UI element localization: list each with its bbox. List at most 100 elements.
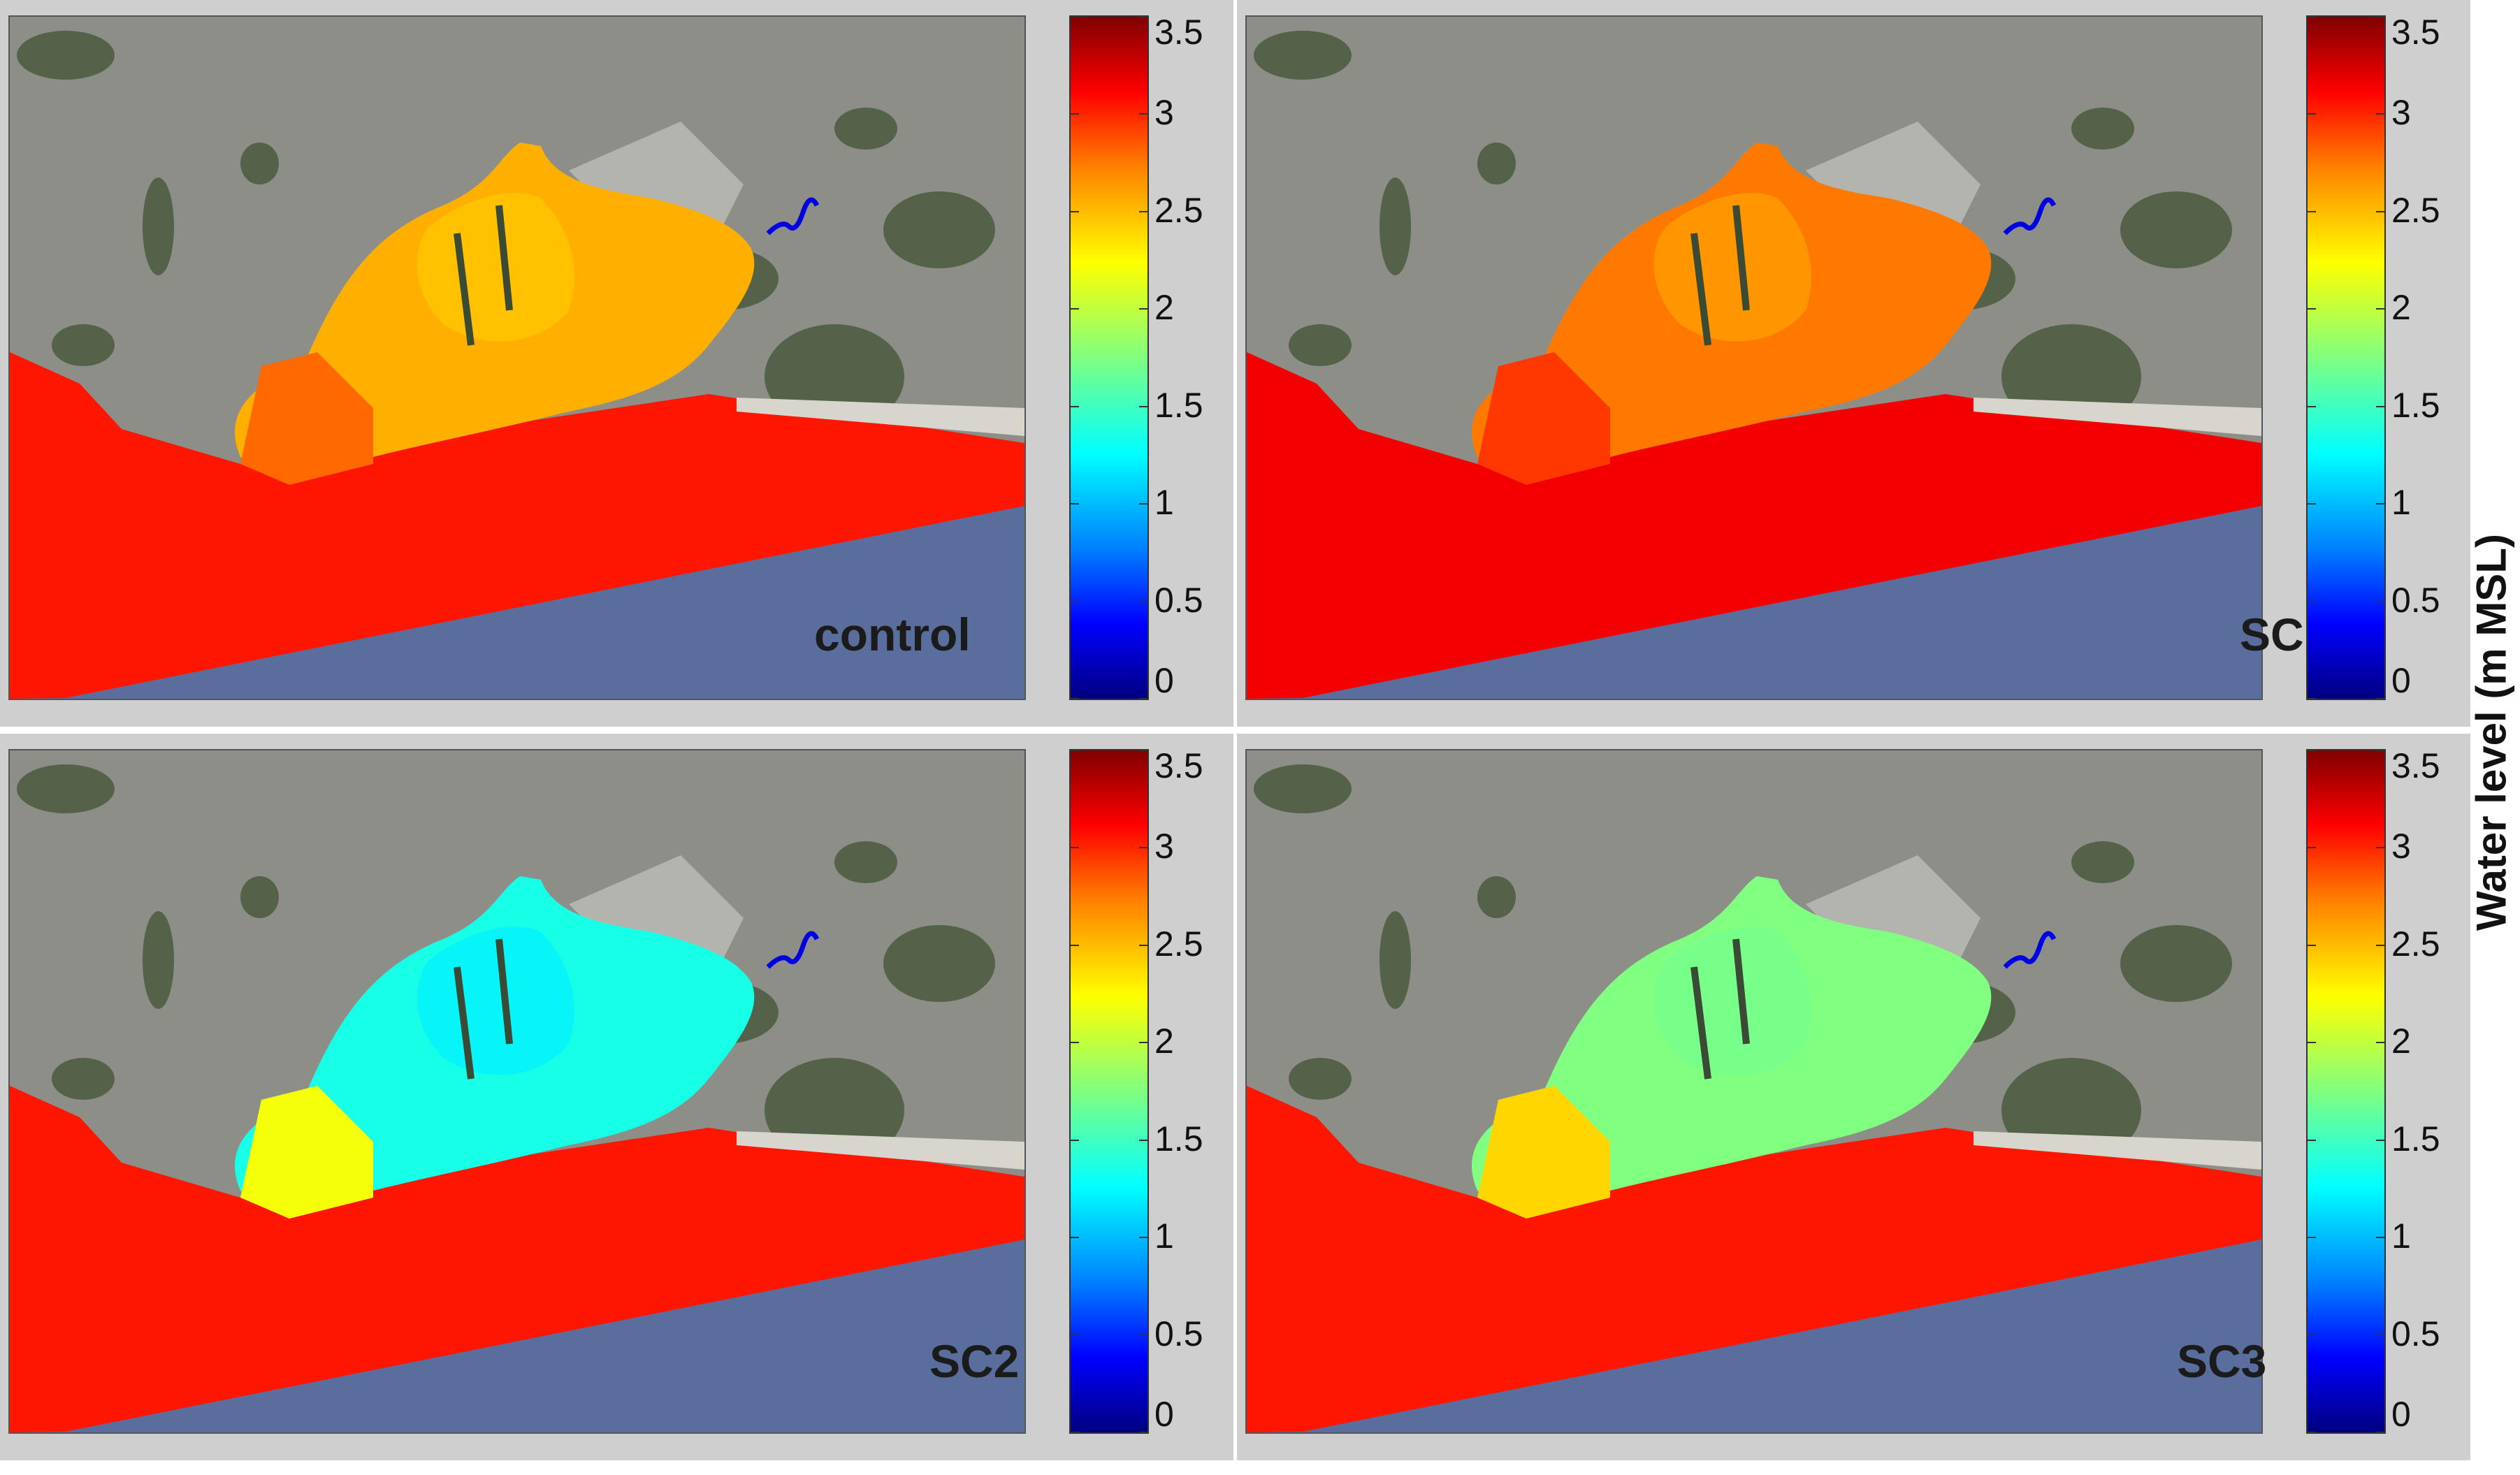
- ocean-water-level: [10, 1086, 1024, 1432]
- colorbar-tick-label: 1.5: [1154, 385, 1203, 425]
- marsh-island: [454, 966, 475, 1080]
- colorbar-tick-label: 3.5: [1154, 13, 1203, 52]
- marsh-island: [495, 205, 513, 311]
- colorbar-tick-label: 3.5: [2391, 13, 2440, 52]
- map-panel-sc1: SC1 0 0.5 1 1.5 2 2.5 3 3.5: [1237, 0, 2470, 727]
- vegetation-patch: [2071, 108, 2134, 150]
- vegetation-patch: [2120, 925, 2232, 1002]
- colorbar-tick-label: 3.5: [1154, 746, 1203, 785]
- vegetation-patch: [1380, 911, 1411, 1009]
- vegetation-patch: [1477, 143, 1516, 184]
- colorbar-tick-label: 2: [1154, 1022, 1174, 1061]
- inner-bay-water-level: [1653, 927, 1811, 1075]
- colorbar-tick-label: 1.5: [1154, 1119, 1203, 1158]
- vegetation-patch: [52, 324, 115, 366]
- vegetation-patch: [1380, 177, 1411, 275]
- colorbar-tick-label: 1.5: [2391, 1119, 2440, 1158]
- inner-bay-water-level: [417, 193, 574, 342]
- map-svg: [1247, 17, 2261, 699]
- vegetation-patch: [883, 191, 995, 268]
- colorbar-tick-label: 0: [1154, 661, 1174, 700]
- vegetation-patch: [1289, 324, 1352, 366]
- satellite-map: [1245, 749, 2263, 1434]
- vegetation-patch: [1254, 764, 1352, 813]
- marsh-island: [454, 233, 475, 346]
- colorbar-tick-label: 0.5: [2391, 1314, 2440, 1353]
- colorbar: [2306, 749, 2386, 1434]
- satellite-map: [1245, 15, 2263, 700]
- colorbar-tick-label: 1.5: [2391, 385, 2440, 425]
- marsh-island: [1732, 205, 1750, 311]
- barrier-beach: [737, 398, 1024, 436]
- creek-water-level: [2003, 931, 2057, 969]
- colorbar-tick-label: 1: [1154, 1216, 1174, 1256]
- colorbar-tick-label: 3.5: [2391, 746, 2440, 785]
- colorbar-tick-label: 0: [2391, 661, 2411, 700]
- satellite-map: [8, 15, 1026, 700]
- vegetation-patch: [2071, 841, 2134, 883]
- map-svg: [10, 750, 1024, 1432]
- colorbar-tick-label: 2.5: [1154, 924, 1203, 964]
- barrier-beach: [1974, 1131, 2261, 1170]
- colorbar-tick-label: 1: [1154, 483, 1174, 523]
- colorbar-tick-label: 0.5: [1154, 580, 1203, 620]
- marsh-island: [1690, 966, 1711, 1080]
- vegetation-patch: [883, 925, 995, 1002]
- inner-bay-water-level: [417, 927, 574, 1075]
- colorbar-tick-label: 3: [1154, 93, 1174, 133]
- colorbar-tick-label: 0: [1154, 1395, 1174, 1434]
- scenario-label: SC2: [929, 1335, 1020, 1387]
- vegetation-patch: [834, 108, 897, 150]
- colorbar-tick-label: 0.5: [1154, 1314, 1203, 1353]
- vegetation-patch: [834, 841, 897, 883]
- colorbar-tick-label: 3: [2391, 827, 2411, 866]
- colorbar-tick-label: 2: [1154, 288, 1174, 328]
- barrier-beach: [737, 1131, 1024, 1170]
- satellite-map: [8, 749, 1026, 1434]
- ocean-water-level: [10, 352, 1024, 699]
- colorbar-tick-label: 2.5: [2391, 190, 2440, 230]
- vegetation-patch: [1254, 31, 1352, 80]
- vegetation-patch: [17, 31, 115, 80]
- vegetation-patch: [2120, 191, 2232, 268]
- vegetation-patch: [17, 764, 115, 813]
- colorbar: [1069, 15, 1149, 700]
- colorbar-tick-label: 2: [2391, 288, 2411, 328]
- ocean-water-level: [1247, 1086, 2261, 1432]
- colorbar-tick-label: 0.5: [2391, 580, 2440, 620]
- vegetation-patch: [52, 1058, 115, 1100]
- colorbar-tick-label: 2.5: [2391, 924, 2440, 964]
- western-inlet-water-level: [240, 1086, 373, 1219]
- colorbar-tick-label: 2.5: [1154, 190, 1203, 230]
- map-panel-sc3: SC3 0 0.5 1 1.5 2 2.5 3 3.5: [1237, 734, 2470, 1460]
- western-inlet-water-level: [240, 352, 373, 485]
- creek-water-level: [766, 197, 820, 235]
- map-panel-control: control 0 0.5 1 1.5 2 2.5 3 3.5: [0, 0, 1233, 727]
- creek-water-level: [2003, 197, 2057, 235]
- scenario-label: control: [814, 609, 971, 660]
- vegetation-patch: [240, 143, 279, 184]
- colorbar-axis-title: Water level (m MSL): [2468, 534, 2515, 931]
- colorbar-tick-label: 1: [2391, 483, 2411, 523]
- colorbar-tick-label: 0: [2391, 1395, 2411, 1434]
- map-panel-sc2: SC2 0 0.5 1 1.5 2 2.5 3 3.5: [0, 734, 1233, 1460]
- western-inlet-water-level: [1477, 352, 1610, 485]
- marsh-island: [1732, 938, 1750, 1045]
- colorbar: [2306, 15, 2386, 700]
- map-svg: [10, 17, 1024, 699]
- colorbar-tick-label: 3: [2391, 93, 2411, 133]
- marsh-island: [495, 938, 513, 1045]
- vegetation-patch: [143, 911, 174, 1009]
- colorbar: [1069, 749, 1149, 1434]
- ocean-water-level: [1247, 352, 2261, 699]
- scenario-label: SC3: [2177, 1335, 2267, 1387]
- colorbar-tick-label: 1: [2391, 1216, 2411, 1256]
- western-inlet-water-level: [1477, 1086, 1610, 1219]
- vegetation-patch: [1477, 876, 1516, 918]
- vegetation-patch: [240, 876, 279, 918]
- marsh-island: [1690, 233, 1711, 346]
- inner-bay-water-level: [1653, 193, 1811, 342]
- barrier-beach: [1974, 398, 2261, 436]
- vegetation-patch: [1289, 1058, 1352, 1100]
- colorbar-tick-label: 3: [1154, 827, 1174, 866]
